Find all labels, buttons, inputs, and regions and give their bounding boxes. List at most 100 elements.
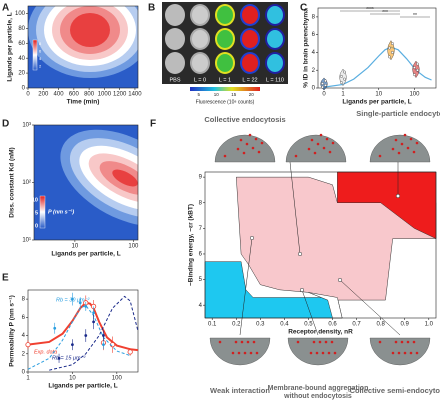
x-tick-label: 0.2	[232, 322, 241, 328]
colorbar	[39, 195, 46, 229]
y-axis-label: Diss. constant Kd (nM)	[9, 147, 16, 217]
x-tick-label: 800	[84, 92, 95, 98]
significance: **	[413, 13, 417, 19]
region-label: Weak interaction	[210, 386, 270, 395]
data-point	[127, 349, 133, 355]
y-tick-label: 100	[15, 11, 26, 17]
particle	[327, 351, 331, 355]
simulation-image	[209, 337, 271, 366]
simulation-image	[285, 134, 347, 163]
particle	[415, 351, 419, 355]
y-tick-label: 2	[312, 68, 316, 74]
particle	[378, 154, 382, 158]
x-tick-label: 100	[409, 92, 420, 98]
y-tick-label: 4	[312, 50, 316, 56]
x-tick-label: 1.0	[425, 322, 434, 328]
particle	[324, 340, 328, 344]
data-point	[388, 55, 391, 59]
particle	[249, 351, 253, 355]
brain-image	[190, 28, 210, 50]
data-point	[102, 334, 105, 337]
data-point	[388, 46, 391, 50]
data-point	[416, 68, 419, 72]
data-point	[321, 85, 324, 89]
leader-line	[239, 237, 253, 336]
y-axis-label: −Binding energy, −εr (kBT)	[188, 204, 195, 286]
x-axis-label: Ligands per particle, L	[342, 99, 411, 106]
simulation-image	[287, 337, 349, 366]
particle	[236, 147, 240, 151]
brain-image	[165, 28, 185, 50]
significance: ****	[366, 7, 374, 13]
model-curve	[27, 304, 131, 370]
y-tick-label: 10²	[22, 180, 31, 186]
particle	[310, 138, 314, 142]
particle	[328, 150, 332, 154]
y-tick-label: 2	[22, 351, 26, 357]
particle	[245, 142, 249, 146]
brain-image	[240, 4, 260, 26]
plot-frame	[204, 171, 437, 319]
particle	[312, 340, 316, 344]
y-tick-label: 10¹	[22, 238, 31, 244]
data-point	[391, 51, 394, 54]
data-point	[343, 77, 346, 81]
particle	[246, 340, 250, 344]
colorbar-tick-label: 10	[214, 92, 220, 97]
x-axis-label: Time (min)	[67, 99, 100, 106]
region-label: Collective semi-endocytosis	[350, 386, 440, 395]
x-tick-label: 0.7	[352, 322, 361, 328]
x-tick-label: 0.9	[401, 322, 410, 328]
x-tick-label: 1000	[98, 92, 112, 98]
colorbar-tick-label: 20	[249, 92, 255, 97]
data-point	[413, 66, 416, 69]
particle	[248, 133, 252, 137]
particle	[403, 351, 407, 355]
y-tick-label: 7	[199, 226, 203, 232]
data-point	[71, 297, 74, 301]
y-tick-label: 6	[312, 32, 316, 38]
brain-image	[215, 4, 235, 26]
brain-image	[165, 52, 185, 74]
brain-image	[215, 28, 235, 50]
leader-dot	[297, 251, 303, 257]
panel-letter: D	[2, 119, 9, 130]
y-tick-label: 6	[199, 252, 203, 258]
particle	[315, 351, 319, 355]
particle	[223, 154, 227, 158]
plot-frame	[27, 5, 139, 89]
particle	[397, 151, 401, 155]
colorbar	[32, 39, 38, 71]
data-point	[92, 320, 95, 324]
legend-label: Rb = 15 μm⁻²	[52, 355, 85, 361]
particle	[333, 351, 337, 355]
data-point	[71, 343, 74, 347]
image-label: L = 0	[194, 77, 206, 83]
data-point	[416, 62, 419, 66]
data-point	[321, 82, 324, 85]
panel-letter: A	[2, 3, 9, 14]
particle	[318, 340, 322, 344]
y-tick-label: 40	[18, 56, 25, 62]
legend-label: Exp. data	[34, 349, 57, 355]
y-tick-label: 80	[18, 26, 25, 32]
x-tick-label: 1400	[128, 92, 142, 98]
particle	[319, 133, 323, 137]
data-point	[25, 342, 31, 348]
simulation-image	[369, 134, 431, 163]
particle	[394, 138, 398, 142]
y-tick-label: 9	[199, 175, 203, 181]
brain-image	[190, 52, 210, 74]
x-tick-label: 600	[69, 92, 80, 98]
colorbar-label: Fluorescence (10⁸ counts)	[196, 99, 255, 105]
leader-dot	[299, 287, 305, 293]
y-tick-label: 60	[18, 41, 25, 47]
colorbar-tick-label: 0	[35, 223, 38, 229]
x-tick-label: 400	[54, 92, 65, 98]
particle	[400, 142, 404, 146]
data-point	[53, 326, 57, 330]
particle	[321, 351, 325, 355]
y-tick-label: 10³	[22, 123, 31, 129]
colorbar-tick-label: 15	[231, 92, 237, 97]
colorbar-tick-label: 5	[197, 92, 200, 97]
